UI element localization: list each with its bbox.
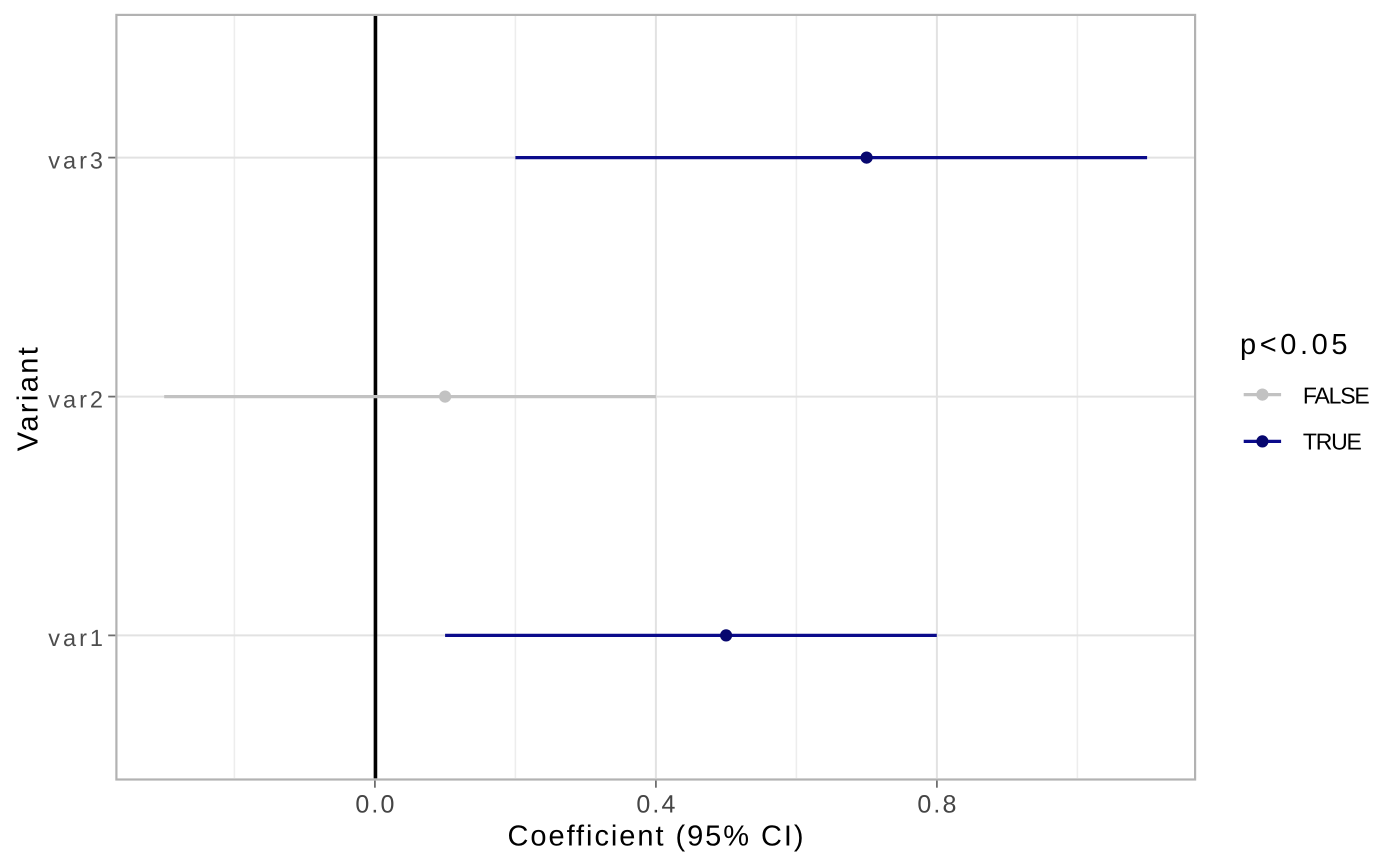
svg-text:Variant: Variant [12, 345, 44, 452]
svg-text:0.8: 0.8 [917, 790, 958, 818]
svg-text:Coefficient (95% CI): Coefficient (95% CI) [508, 821, 806, 853]
svg-text:var3: var3 [48, 147, 106, 173]
svg-text:FALSE: FALSE [1303, 383, 1369, 409]
svg-text:var2: var2 [48, 386, 106, 412]
svg-text:p<0.05: p<0.05 [1240, 329, 1351, 361]
svg-text:TRUE: TRUE [1303, 429, 1362, 455]
svg-text:0.4: 0.4 [636, 790, 677, 818]
svg-text:var1: var1 [48, 625, 106, 651]
svg-text:0.0: 0.0 [355, 790, 396, 818]
